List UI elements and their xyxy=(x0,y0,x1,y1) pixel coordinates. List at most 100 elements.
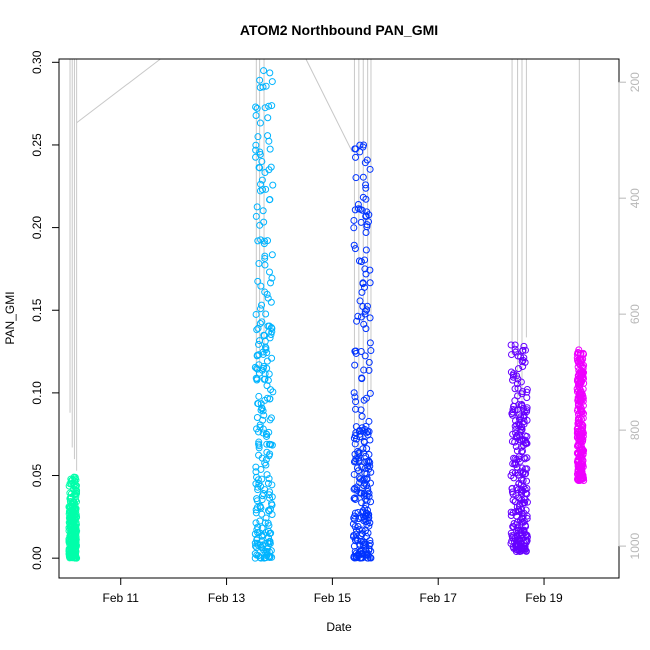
right-tick-label: 400 xyxy=(628,188,642,208)
data-point xyxy=(265,553,273,561)
data-point xyxy=(258,157,266,165)
data-point xyxy=(256,421,264,429)
data-point xyxy=(357,489,365,497)
data-point xyxy=(522,532,530,540)
data-point xyxy=(576,389,584,397)
series-5 xyxy=(573,346,588,484)
data-point xyxy=(355,450,363,458)
data-point xyxy=(67,494,75,502)
right-tick-label: 600 xyxy=(628,304,642,324)
data-point xyxy=(268,501,276,509)
data-point xyxy=(352,145,360,153)
data-point xyxy=(509,406,517,414)
data-point xyxy=(355,467,363,475)
data-point xyxy=(256,84,264,92)
data-point xyxy=(253,414,261,422)
data-point xyxy=(252,103,260,111)
data-point xyxy=(267,324,275,332)
series-3 xyxy=(349,141,375,562)
data-point xyxy=(268,274,276,282)
data-point xyxy=(253,326,261,334)
data-point xyxy=(254,528,262,536)
data-point xyxy=(520,342,528,350)
data-point xyxy=(267,414,275,422)
data-point xyxy=(261,261,269,269)
data-point xyxy=(256,221,264,229)
data-point xyxy=(267,529,275,537)
data-point xyxy=(261,554,269,562)
data-point xyxy=(577,367,585,375)
data-point xyxy=(523,394,531,402)
data-point xyxy=(575,442,583,450)
data-point xyxy=(252,310,260,318)
data-point xyxy=(70,482,78,490)
data-point xyxy=(513,380,521,388)
data-point xyxy=(66,553,74,561)
data-point xyxy=(517,480,525,488)
data-point xyxy=(360,479,368,487)
data-point xyxy=(351,509,359,517)
data-point xyxy=(367,347,375,355)
data-point xyxy=(363,306,371,314)
data-point xyxy=(265,507,273,515)
data-point xyxy=(360,366,368,374)
data-point xyxy=(360,283,368,291)
y-axis-label: PAN_GMI xyxy=(3,291,17,344)
data-point xyxy=(518,358,526,366)
data-point xyxy=(254,486,262,494)
data-point xyxy=(359,538,367,546)
data-point xyxy=(352,526,360,534)
data-point xyxy=(366,165,374,173)
data-point xyxy=(261,104,269,112)
data-point xyxy=(351,393,359,401)
data-point xyxy=(365,417,373,425)
data-point xyxy=(352,153,360,161)
data-point xyxy=(576,385,584,393)
data-point xyxy=(259,83,267,91)
data-point xyxy=(269,388,277,396)
data-point xyxy=(262,456,270,464)
data-point xyxy=(252,519,260,527)
data-point xyxy=(578,446,586,454)
data-point xyxy=(356,475,364,483)
data-point xyxy=(261,370,269,378)
data-point xyxy=(515,453,523,461)
y-tick-label: 0.25 xyxy=(30,133,44,157)
data-point xyxy=(362,184,370,192)
data-point xyxy=(254,483,262,491)
data-point xyxy=(518,390,526,398)
data-point xyxy=(72,507,80,515)
data-point xyxy=(520,539,528,547)
data-point xyxy=(351,206,359,214)
data-point xyxy=(258,532,266,540)
data-point xyxy=(351,245,359,253)
data-point xyxy=(361,469,369,477)
data-point xyxy=(362,325,370,333)
data-point xyxy=(256,517,264,525)
data-point xyxy=(253,503,261,511)
data-point xyxy=(258,301,266,309)
data-point xyxy=(349,533,357,541)
data-point xyxy=(510,370,518,378)
data-point xyxy=(366,339,374,347)
data-point xyxy=(69,535,77,543)
data-point xyxy=(361,256,369,264)
data-point xyxy=(514,375,522,383)
data-point xyxy=(516,457,524,465)
axes-layer: Feb 11 Feb 13 Feb 15 Feb 17 Feb 19 0.00 0.05 0.… xyxy=(30,50,642,605)
data-point xyxy=(351,484,359,492)
data-point xyxy=(255,163,263,171)
data-point xyxy=(366,462,374,470)
data-point xyxy=(365,366,373,374)
x-axis-label: Date xyxy=(326,620,352,634)
data-point xyxy=(511,438,519,446)
data-point xyxy=(267,298,275,306)
data-point xyxy=(519,356,527,364)
data-point xyxy=(258,492,266,500)
data-point xyxy=(578,421,586,429)
data-point xyxy=(67,504,75,512)
data-point xyxy=(263,440,271,448)
data-point xyxy=(263,349,271,357)
data-point xyxy=(514,392,522,400)
